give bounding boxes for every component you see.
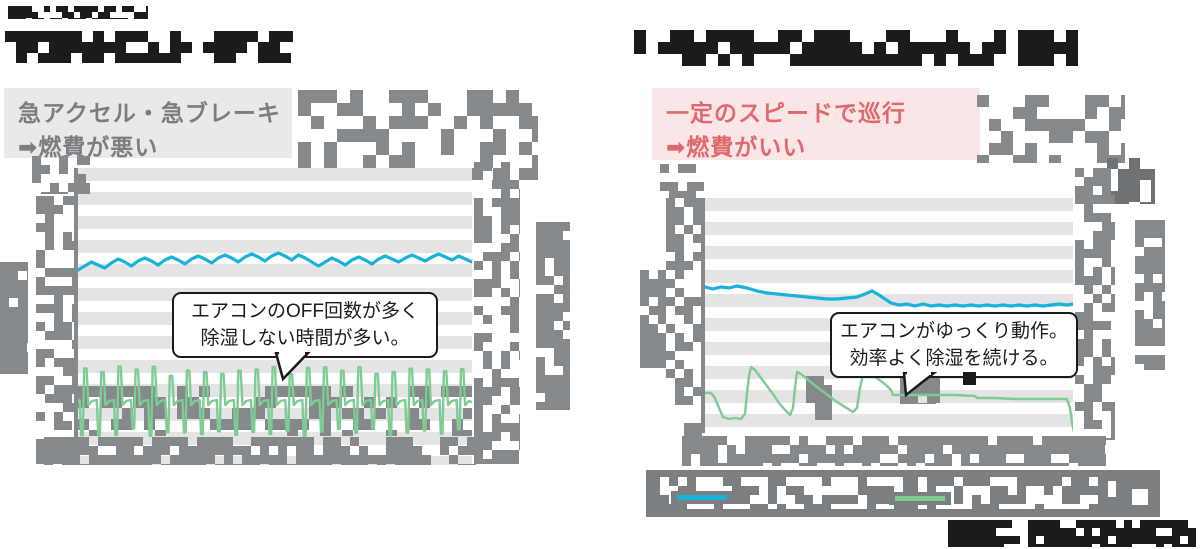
right-chart-axis-corner-label-pixelated bbox=[660, 164, 704, 198]
right-chart-y-ticks-pixelated bbox=[666, 198, 704, 438]
legend-label-3-pixelated bbox=[1108, 481, 1152, 505]
footer-caption-pixelated bbox=[948, 520, 1196, 547]
legend-swatch-green-line bbox=[895, 496, 945, 501]
left-title-pixelated bbox=[5, 31, 293, 63]
right-callout-tail-square bbox=[963, 372, 976, 385]
right-condition-badge: 一定のスピードで巡行 ➡燃費がいい bbox=[652, 88, 980, 160]
left-callout-tail bbox=[274, 352, 311, 382]
right-callout-line1: エアコンがゆっくり動作。 bbox=[839, 321, 1068, 342]
legend-swatch-cyan-line bbox=[677, 495, 727, 500]
right-chart-patch-a-pixelated bbox=[806, 376, 832, 420]
left-badge-line2: ➡燃費が悪い bbox=[18, 134, 159, 160]
right-callout-line2: 効率よく除湿を続ける。 bbox=[849, 348, 1059, 369]
right-badge-line1: 一定のスピードで巡行 bbox=[666, 100, 906, 126]
legend-label-1-pixelated bbox=[660, 477, 908, 509]
left-chart-x-labels-pixelated bbox=[44, 437, 480, 465]
right-chart-right-ticks-pixelated bbox=[1075, 168, 1115, 440]
left-chart-axis-corner-label-pixelated bbox=[32, 156, 90, 194]
right-badge-line2: ➡燃費がいい bbox=[666, 134, 807, 160]
left-badge-line1: 急アクセル・急ブレーキ bbox=[18, 100, 281, 126]
right-chart-x-labels-pixelated bbox=[682, 436, 1106, 466]
left-chart-y-ticks-pixelated bbox=[36, 196, 76, 464]
left-chart-right-ticks-pixelated bbox=[474, 162, 520, 464]
left-callout-line2: 除湿しない時間が多い。 bbox=[200, 328, 410, 349]
left-chart-y-axis-title-pixelated bbox=[0, 262, 28, 374]
left-condition-badge: 急アクセル・急ブレーキ ➡燃費が悪い bbox=[4, 88, 292, 160]
top-small-caption-pixelated bbox=[8, 6, 148, 19]
left-chart-y-axis-line bbox=[74, 168, 78, 465]
right-callout-tail bbox=[902, 372, 938, 398]
right-chart-callout: エアコンがゆっくり動作。 効率よく除湿を続ける。 bbox=[830, 312, 1078, 378]
right-chart-right-axis-title-pixelated bbox=[1135, 220, 1165, 370]
right-title-pixelated bbox=[634, 30, 1078, 66]
right-decorative-blob-pixelated bbox=[977, 95, 1125, 163]
right-chart-y-axis-title-pixelated bbox=[640, 270, 666, 368]
right-chart-lines bbox=[705, 284, 1073, 433]
left-chart-lines bbox=[78, 251, 472, 438]
left-callout-line1: エアコンのOFF回数が多く bbox=[191, 301, 419, 322]
left-chart-callout: エアコンのOFF回数が多く 除湿しない時間が多い。 bbox=[172, 292, 438, 358]
left-chart-right-axis-title-pixelated bbox=[536, 222, 570, 410]
